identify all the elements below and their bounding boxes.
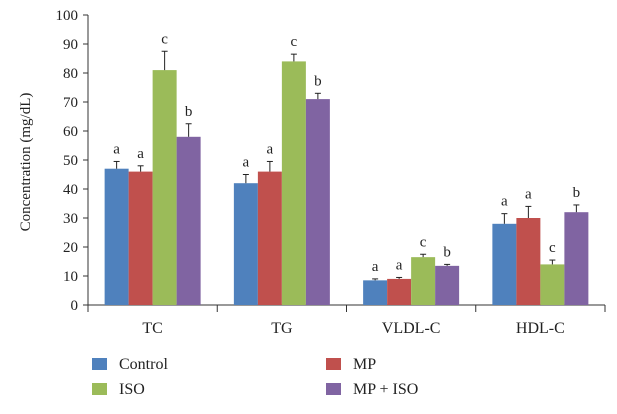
legend-label: MP [353, 356, 376, 373]
bar [176, 136, 201, 305]
significance-label: a [372, 259, 379, 275]
y-tick-label: 100 [56, 8, 79, 24]
legend: Control MP ISO MP + ISO [92, 356, 418, 398]
y-tick-label: 80 [63, 66, 78, 82]
significance-label: b [443, 244, 451, 260]
legend-swatch [326, 383, 341, 395]
significance-label: a [243, 155, 250, 171]
y-tick-label: 30 [63, 211, 78, 227]
significance-label: a [267, 141, 274, 157]
significance-label: b [573, 185, 581, 201]
bar [540, 264, 565, 305]
significance-label: a [525, 186, 532, 202]
significance-label: a [396, 257, 403, 273]
y-tick-label: 50 [63, 153, 78, 169]
significance-label: a [501, 194, 508, 210]
significance-label: a [137, 146, 144, 162]
bar [104, 168, 129, 305]
bar [387, 278, 412, 305]
x-tick-label: TC [142, 320, 162, 337]
y-tick-label: 20 [63, 240, 78, 256]
bar [411, 257, 436, 305]
y-tick-label: 0 [71, 298, 79, 314]
significance-label: c [161, 31, 168, 47]
y-tick-label: 10 [63, 269, 78, 285]
bar [363, 280, 388, 305]
significance-label: c [420, 234, 427, 250]
bar [233, 183, 258, 305]
legend-label: ISO [119, 381, 145, 398]
legend-swatch [326, 358, 341, 370]
x-tick-label: VLDL-C [382, 320, 441, 337]
bar [492, 223, 517, 305]
bar [128, 171, 153, 305]
significance-label: b [314, 73, 322, 89]
legend-label: Control [119, 356, 168, 373]
y-tick-label: 60 [63, 124, 78, 140]
significance-label: c [291, 34, 298, 50]
significance-label: c [549, 240, 556, 256]
y-axis-title: Concentration (mg/dL) [18, 93, 34, 232]
bar [152, 70, 177, 305]
legend-label: MP + ISO [353, 381, 418, 398]
legend-swatch [92, 358, 107, 370]
y-tick-label: 90 [63, 37, 78, 53]
significance-label: b [185, 104, 193, 120]
bar [257, 171, 282, 305]
legend-swatch [92, 383, 107, 395]
bar [281, 61, 306, 306]
y-tick-label: 70 [63, 95, 78, 111]
x-tick-label: TG [271, 320, 293, 337]
significance-label: a [113, 141, 120, 157]
bar [305, 99, 330, 305]
bar [516, 218, 541, 305]
x-tick-label: HDL-C [516, 320, 565, 337]
axes: 0 10 20 30 40 50 60 70 80 90 100 TC TG VLDL-C HDL-C [56, 8, 606, 337]
bar [564, 212, 589, 305]
bar [435, 265, 460, 305]
y-tick-label: 40 [63, 182, 78, 198]
